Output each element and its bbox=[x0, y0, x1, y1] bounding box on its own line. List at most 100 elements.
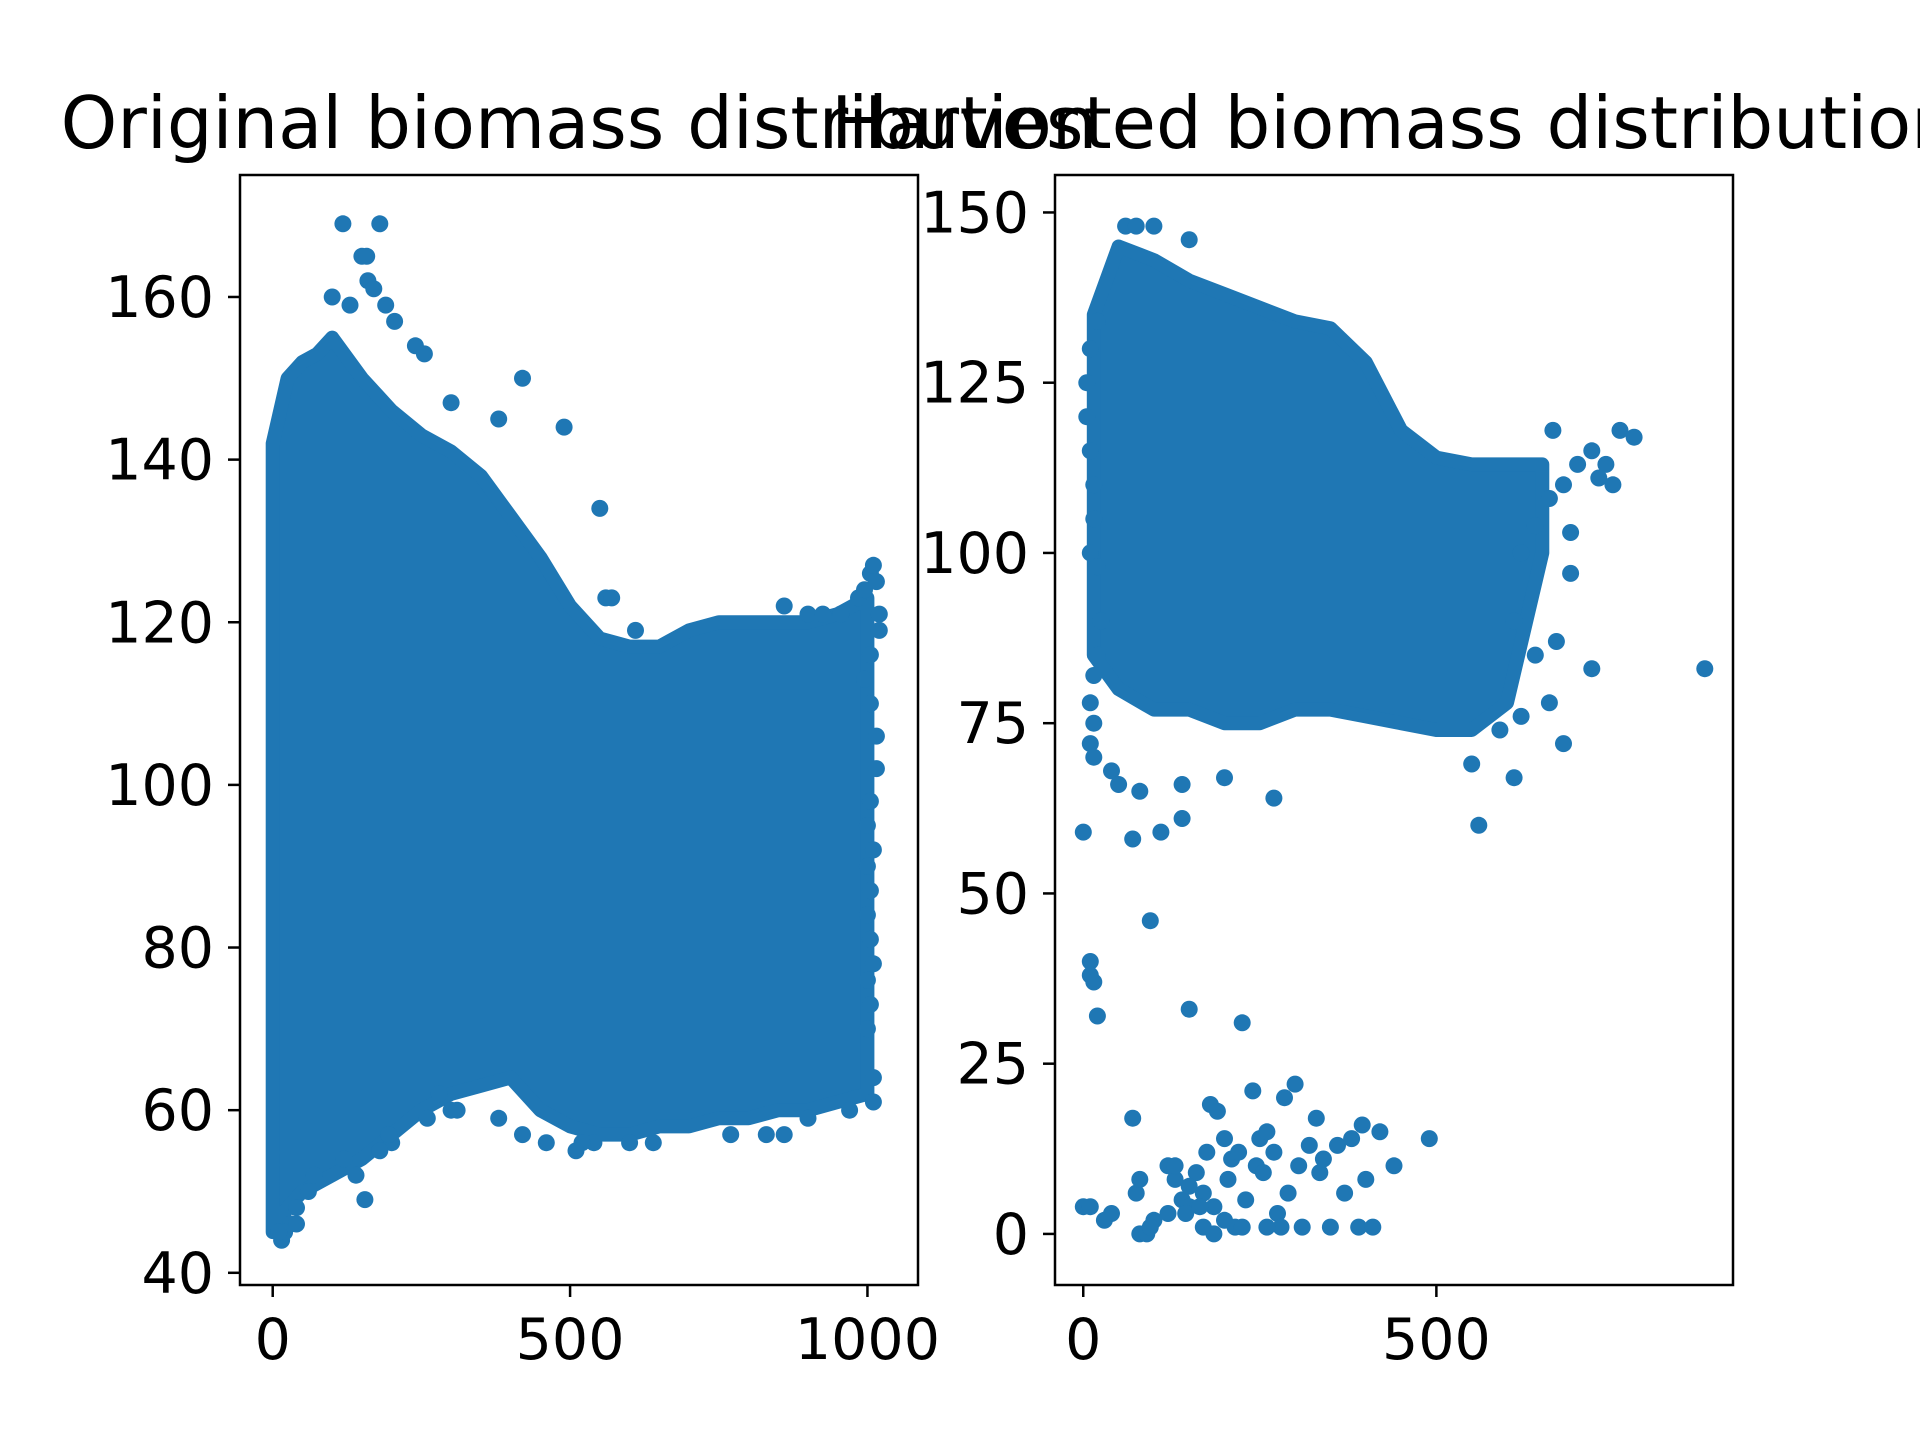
harvested-y-tick-label: 0 bbox=[993, 1202, 1029, 1268]
harvested-scatter-point bbox=[1074, 823, 1092, 841]
harvested-scatter-point bbox=[1085, 510, 1103, 528]
original-scatter-point bbox=[858, 906, 876, 924]
harvested-scatter-point bbox=[1265, 1143, 1283, 1161]
harvested-y-tick-label: 75 bbox=[956, 691, 1029, 757]
original-scatter-point bbox=[621, 1134, 639, 1152]
harvested-scatter-point bbox=[1258, 1218, 1276, 1236]
harvested-scatter-point bbox=[1159, 1205, 1177, 1222]
harvested-scatter-point bbox=[1555, 476, 1572, 494]
original-scatter-point bbox=[537, 1134, 555, 1152]
harvested-scatter-point bbox=[1307, 1109, 1325, 1127]
original-y-tick-label: 60 bbox=[141, 1078, 214, 1144]
original-scatter-point bbox=[861, 646, 879, 664]
harvested-scatter-point bbox=[1131, 782, 1149, 800]
harvested-scatter-point bbox=[1385, 1157, 1403, 1175]
original-scatter-point bbox=[270, 1223, 288, 1241]
harvested-scatter-point bbox=[1141, 1218, 1159, 1236]
harvested-scatter-point bbox=[1555, 735, 1572, 753]
harvested-scatter-point bbox=[1166, 1157, 1184, 1175]
harvested-scatter-point bbox=[1311, 1164, 1329, 1182]
harvested-scatter-point bbox=[1597, 455, 1615, 473]
harvested-scatter-point bbox=[1078, 374, 1096, 392]
harvested-y-tick-label: 100 bbox=[920, 521, 1029, 587]
original-scatter-point bbox=[380, 1126, 398, 1144]
harvested-scatter-point bbox=[1364, 1218, 1382, 1236]
original-scatter-point bbox=[305, 1166, 323, 1184]
harvested-scatter-point bbox=[1569, 455, 1587, 473]
harvested-scatter-point bbox=[1180, 231, 1198, 249]
harvested-scatter-point bbox=[1177, 1205, 1195, 1222]
harvested-scatter-point bbox=[1505, 612, 1523, 630]
harvested-scatter-point bbox=[1244, 1082, 1262, 1100]
harvested-scatter-point bbox=[1194, 1184, 1212, 1202]
original-scatter-point bbox=[864, 1069, 882, 1087]
original-scatter-point bbox=[288, 1199, 305, 1217]
harvested-scatter-point bbox=[1547, 633, 1565, 650]
harvested-scatter-point bbox=[1085, 973, 1103, 991]
harvested-scatter-point bbox=[1258, 1123, 1276, 1141]
original-y-tick-label: 120 bbox=[105, 590, 214, 656]
harvested-scatter-point bbox=[1081, 442, 1099, 460]
harvested-scatter-point bbox=[1187, 1164, 1205, 1182]
original-y-tick-label: 140 bbox=[105, 428, 214, 494]
original-scatter-point bbox=[356, 1191, 374, 1209]
harvested-scatter-point bbox=[1141, 912, 1159, 930]
original-scatter-point bbox=[442, 394, 460, 412]
original-scatter-point bbox=[858, 817, 876, 834]
harvested-scatter-point bbox=[1166, 1170, 1184, 1188]
original-scatter-point bbox=[832, 605, 850, 623]
original-scatter-point bbox=[627, 621, 644, 639]
original-scatter-point bbox=[386, 312, 404, 330]
harvested-scatter-point bbox=[1505, 769, 1523, 787]
original-scatter-point bbox=[775, 597, 793, 615]
harvested-x-tick-label: 500 bbox=[1382, 1307, 1491, 1373]
original-scatter-point bbox=[861, 792, 879, 810]
harvested-scatter-point bbox=[1173, 776, 1191, 793]
harvested-scatter-points bbox=[1074, 217, 1714, 1243]
original-scatter-point bbox=[858, 1020, 876, 1038]
harvested-axes-frame bbox=[1053, 173, 1735, 1287]
harvested-scatter-point bbox=[1293, 1218, 1311, 1236]
harvested-scatter-point bbox=[1180, 1177, 1198, 1195]
harvested-scatter-point bbox=[1081, 544, 1099, 562]
harvested-scatter-point bbox=[1081, 1198, 1099, 1216]
harvested-scatter-point bbox=[1233, 1014, 1251, 1032]
harvested-scatter-point bbox=[1088, 646, 1106, 664]
harvested-scatter-point bbox=[1152, 823, 1170, 841]
harvested-scatter-point bbox=[1219, 1170, 1237, 1188]
harvested-scatter-point bbox=[1611, 421, 1629, 439]
original-scatter-point bbox=[870, 621, 888, 639]
original-scatter-point bbox=[775, 1126, 793, 1144]
original-scatter-point bbox=[861, 882, 879, 900]
original-ticks: 0 500 1000 40 60 80 100 120 140 160 bbox=[105, 265, 940, 1373]
harvested-scatter-point bbox=[1371, 1123, 1389, 1141]
original-scatter-point bbox=[430, 1085, 448, 1103]
harvested-scatter-point bbox=[1131, 1170, 1149, 1188]
harvested-scatter-point bbox=[1103, 762, 1120, 780]
harvested-scatter-point bbox=[1110, 776, 1128, 793]
original-scatter-point bbox=[585, 1134, 603, 1152]
harvested-scatter-point bbox=[1491, 721, 1509, 739]
original-scatter-point bbox=[644, 1134, 662, 1152]
original-y-tick-label: 40 bbox=[141, 1241, 214, 1307]
original-scatter-point bbox=[814, 605, 832, 623]
harvested-scatter-point bbox=[1208, 1102, 1226, 1120]
original-dense-band-layer bbox=[265, 330, 875, 1240]
harvested-scatter-point bbox=[1269, 1205, 1286, 1222]
original-scatter-point bbox=[334, 215, 352, 233]
harvested-scatter-point bbox=[1590, 469, 1608, 487]
harvested-scatter-point bbox=[1237, 1191, 1255, 1209]
original-scatter-point bbox=[799, 605, 817, 623]
original-scatter-point bbox=[323, 288, 341, 306]
original-scatter-point bbox=[841, 1101, 859, 1119]
original-scatter-point bbox=[858, 857, 876, 875]
original-x-tick-label: 0 bbox=[255, 1307, 291, 1373]
original-scatter-point bbox=[861, 695, 879, 713]
harvested-y-tick-label: 150 bbox=[920, 180, 1029, 246]
harvested-scatter-point bbox=[1512, 544, 1530, 562]
harvested-scatter-point bbox=[1205, 1225, 1223, 1243]
harvested-scatter-point bbox=[1127, 217, 1145, 235]
